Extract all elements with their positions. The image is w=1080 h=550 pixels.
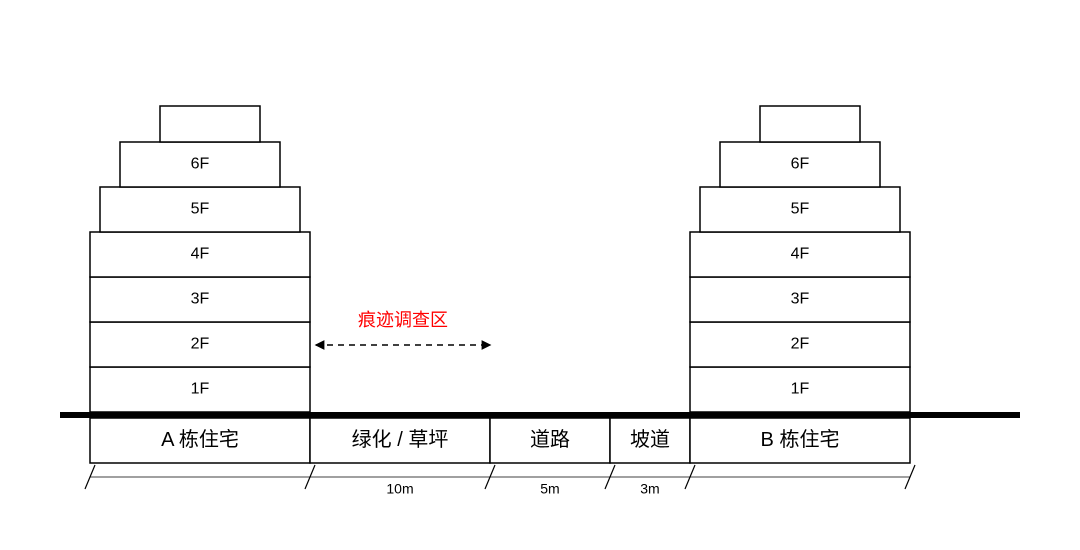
- floor-label-B-3: 3F: [791, 291, 810, 308]
- floor-label-B-4: 4F: [791, 246, 810, 263]
- floor-label-A-3: 3F: [191, 291, 210, 308]
- segment-label-green: 绿化 / 草坪: [352, 428, 449, 451]
- floor-A-7: [160, 106, 260, 142]
- floor-label-B-1: 1F: [791, 381, 810, 398]
- segment-label-road: 道路: [530, 428, 570, 451]
- segment-label-bldgA: A 栋住宅: [161, 428, 239, 451]
- floor-label-B-5: 5F: [791, 201, 810, 218]
- callout-label: 痕迹调查区: [358, 310, 448, 330]
- segment-label-ramp: 坡道: [630, 428, 670, 451]
- floor-label-A-2: 2F: [191, 336, 210, 353]
- dimension-label-ramp: 3m: [640, 480, 659, 496]
- dimension-label-green: 10m: [386, 480, 413, 496]
- ground-line: [60, 412, 1020, 418]
- floor-label-B-6: 6F: [791, 156, 810, 173]
- floor-label-B-2: 2F: [791, 336, 810, 353]
- floor-B-7: [760, 106, 860, 142]
- floor-label-A-5: 5F: [191, 201, 210, 218]
- floor-label-A-6: 6F: [191, 156, 210, 173]
- floor-label-A-4: 4F: [191, 246, 210, 263]
- floor-label-A-1: 1F: [191, 381, 210, 398]
- dimension-label-road: 5m: [540, 480, 559, 496]
- architecture-section-diagram: 1F 2F 3F 4F 5F 6F 1F 2F 3F 4F 5F 6F A 栋住宅 绿化 / 草坪 道路 坡道…: [0, 0, 1080, 550]
- segment-label-bldgB: B 栋住宅: [761, 428, 840, 451]
